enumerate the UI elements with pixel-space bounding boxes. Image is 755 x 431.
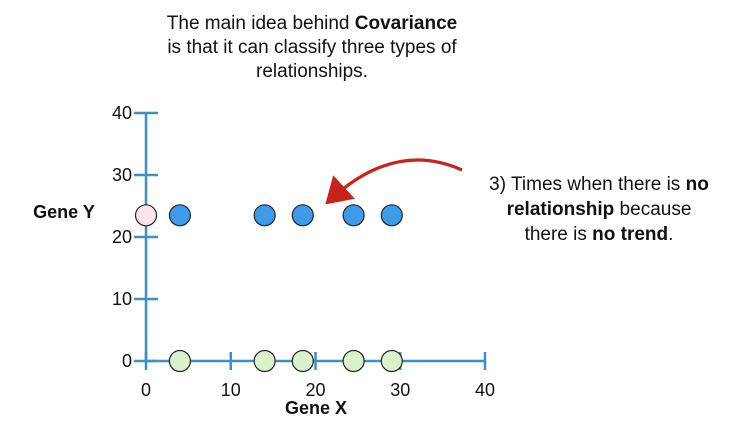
- y-tick-label: 10: [112, 289, 132, 309]
- x-tick-label: 10: [221, 380, 241, 400]
- annotation-bold-no-trend: no trend: [592, 224, 669, 245]
- y-axis-title: Gene Y: [33, 202, 95, 222]
- axes: 0 10 20 30 40 0 10 20 30 40 Gene X Gene Y: [33, 103, 495, 418]
- data-point: [253, 349, 276, 373]
- data-point: [168, 204, 191, 227]
- data-point: [342, 204, 365, 227]
- annotation-bold-no: no: [685, 174, 709, 195]
- y-tick-label: 40: [112, 103, 132, 123]
- data-point: [380, 349, 403, 373]
- x-tick-label: 30: [390, 380, 410, 400]
- chart-title: The main idea behind Covariance is that …: [112, 12, 512, 84]
- x-axis-title: Gene X: [285, 398, 347, 418]
- y-tick-label: 0: [122, 351, 132, 371]
- data-point: [134, 204, 158, 227]
- data-point: [291, 204, 314, 227]
- annotation-pre2: there is: [524, 224, 593, 245]
- y-tick-label: 20: [112, 227, 132, 247]
- annotation-arrow: [325, 158, 463, 205]
- title-line3: relationships.: [256, 61, 368, 82]
- data-point: [291, 349, 314, 373]
- annotation-bold-relationship: relationship: [506, 199, 615, 220]
- title-line1-text: The main idea behind: [166, 13, 355, 34]
- data-points: [134, 204, 403, 373]
- annotation-post: .: [668, 224, 674, 245]
- y-tick-label: 30: [112, 165, 132, 185]
- data-point: [380, 204, 403, 227]
- annotation-text: 3) Times when there is no relationship b…: [460, 172, 738, 247]
- data-point: [342, 349, 365, 373]
- title-covariance-bold: Covariance: [354, 13, 458, 34]
- x-tick-label: 0: [141, 380, 151, 400]
- data-point: [168, 349, 191, 373]
- annotation-pre: 3) Times when there is: [489, 174, 686, 195]
- x-tick-label: 20: [305, 380, 325, 400]
- annotation-mid: because: [614, 199, 692, 220]
- title-line2: is that it can classify three types of: [167, 37, 457, 58]
- data-point: [253, 204, 276, 227]
- x-tick-label: 40: [475, 380, 495, 400]
